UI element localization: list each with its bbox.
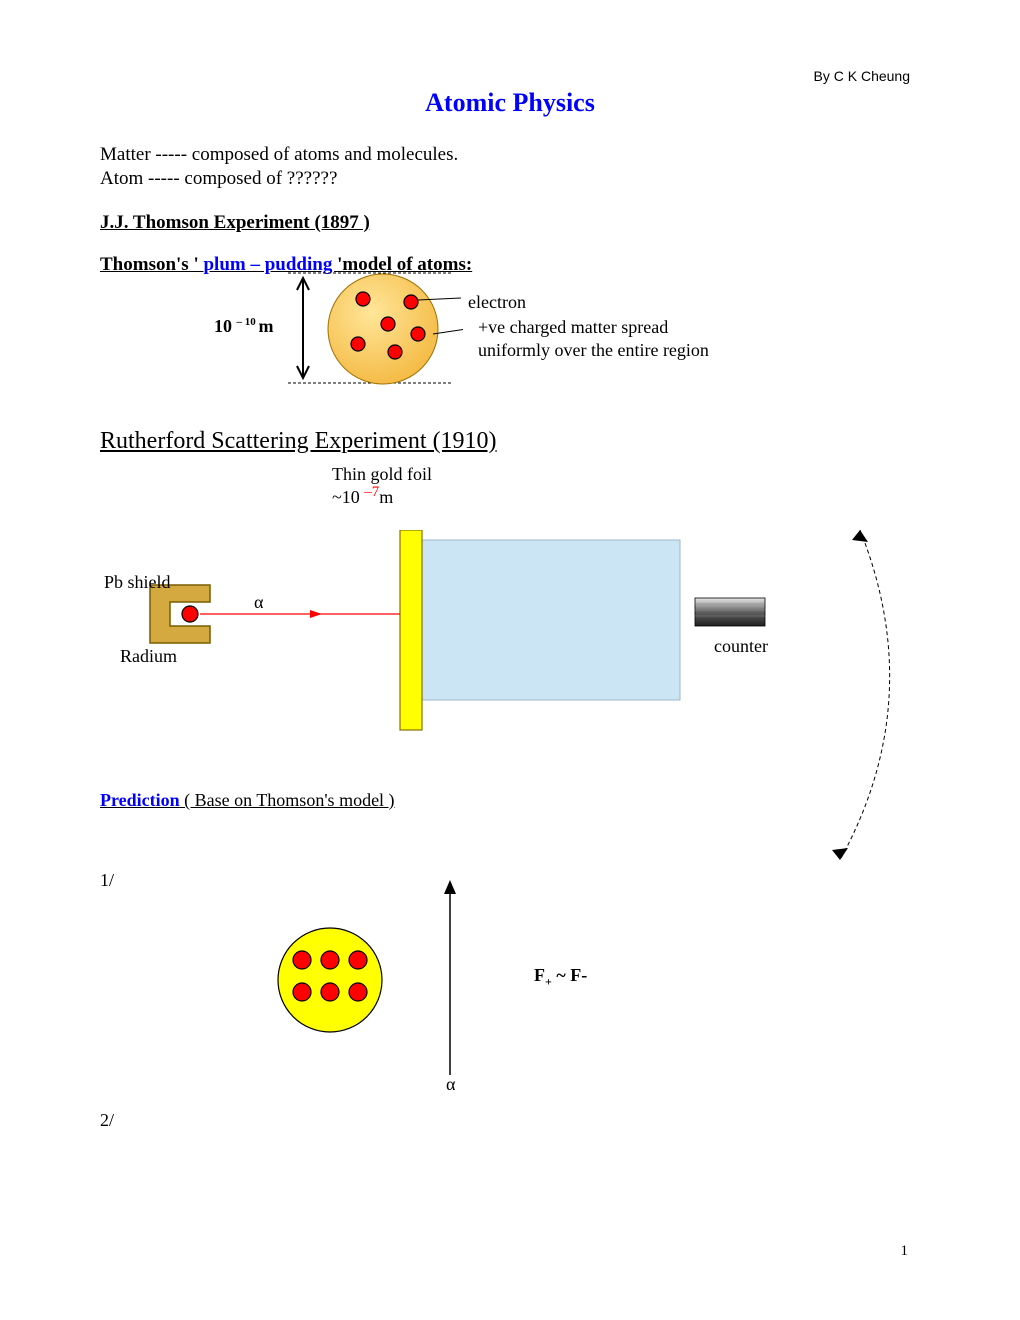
posve-line2: uniformly over the entire region — [478, 340, 709, 360]
rutherford-apparatus — [100, 530, 930, 870]
foil-exp: –7 — [364, 484, 379, 500]
alpha-symbol-1: α — [254, 592, 263, 613]
positive-matter-label: +ve charged matter spread uniformly over… — [478, 316, 709, 363]
intro-line-1: Matter ----- composed of atoms and molec… — [100, 144, 458, 166]
electron-label: electron — [468, 292, 526, 313]
page-number: 1 — [901, 1243, 909, 1260]
thomson-experiment-heading: J.J. Thomson Experiment (1897 ) — [100, 212, 370, 234]
prediction-item-2: 2/ — [100, 1110, 114, 1131]
intro-line-2: Atom ----- composed of ?????? — [100, 168, 337, 190]
rutherford-heading: Rutherford Scattering Experiment (1910) — [100, 428, 497, 455]
counter-label: counter — [714, 636, 768, 657]
size-exp: – 10 — [237, 316, 259, 328]
foil-label: Thin gold foil — [332, 464, 432, 485]
prediction-rest: ( Base on Thomson's model ) — [180, 790, 395, 810]
atom-size-label: 10 – 10 m — [214, 316, 274, 337]
foil-pre: ~10 — [332, 487, 364, 507]
force-balance-label: F+ ~ F- — [534, 965, 587, 990]
foil-size-label: ~10 –7m — [332, 484, 393, 508]
prediction-heading: Prediction ( Base on Thomson's model ) — [100, 790, 395, 811]
page: By C K Cheung Atomic Physics Matter ----… — [0, 0, 1020, 1320]
radium-label: Radium — [120, 646, 177, 667]
plum-pudding-diagram — [283, 270, 463, 400]
page-title: Atomic Physics — [0, 88, 1020, 118]
pb-shield-label: Pb shield — [104, 572, 171, 593]
foil-post: m — [379, 487, 393, 507]
alpha-symbol-2: α — [446, 1074, 455, 1095]
prediction-blue: Prediction — [100, 790, 180, 810]
size-pre: 10 — [214, 316, 237, 336]
thomson-model-prefix: Thomson's ' — [100, 254, 203, 275]
author-text: By C K Cheung — [814, 68, 911, 84]
posve-line1: +ve charged matter spread — [478, 317, 668, 337]
prediction-item-1: 1/ — [100, 870, 114, 891]
prediction-diagram — [270, 880, 510, 1080]
size-post: m — [259, 316, 274, 336]
